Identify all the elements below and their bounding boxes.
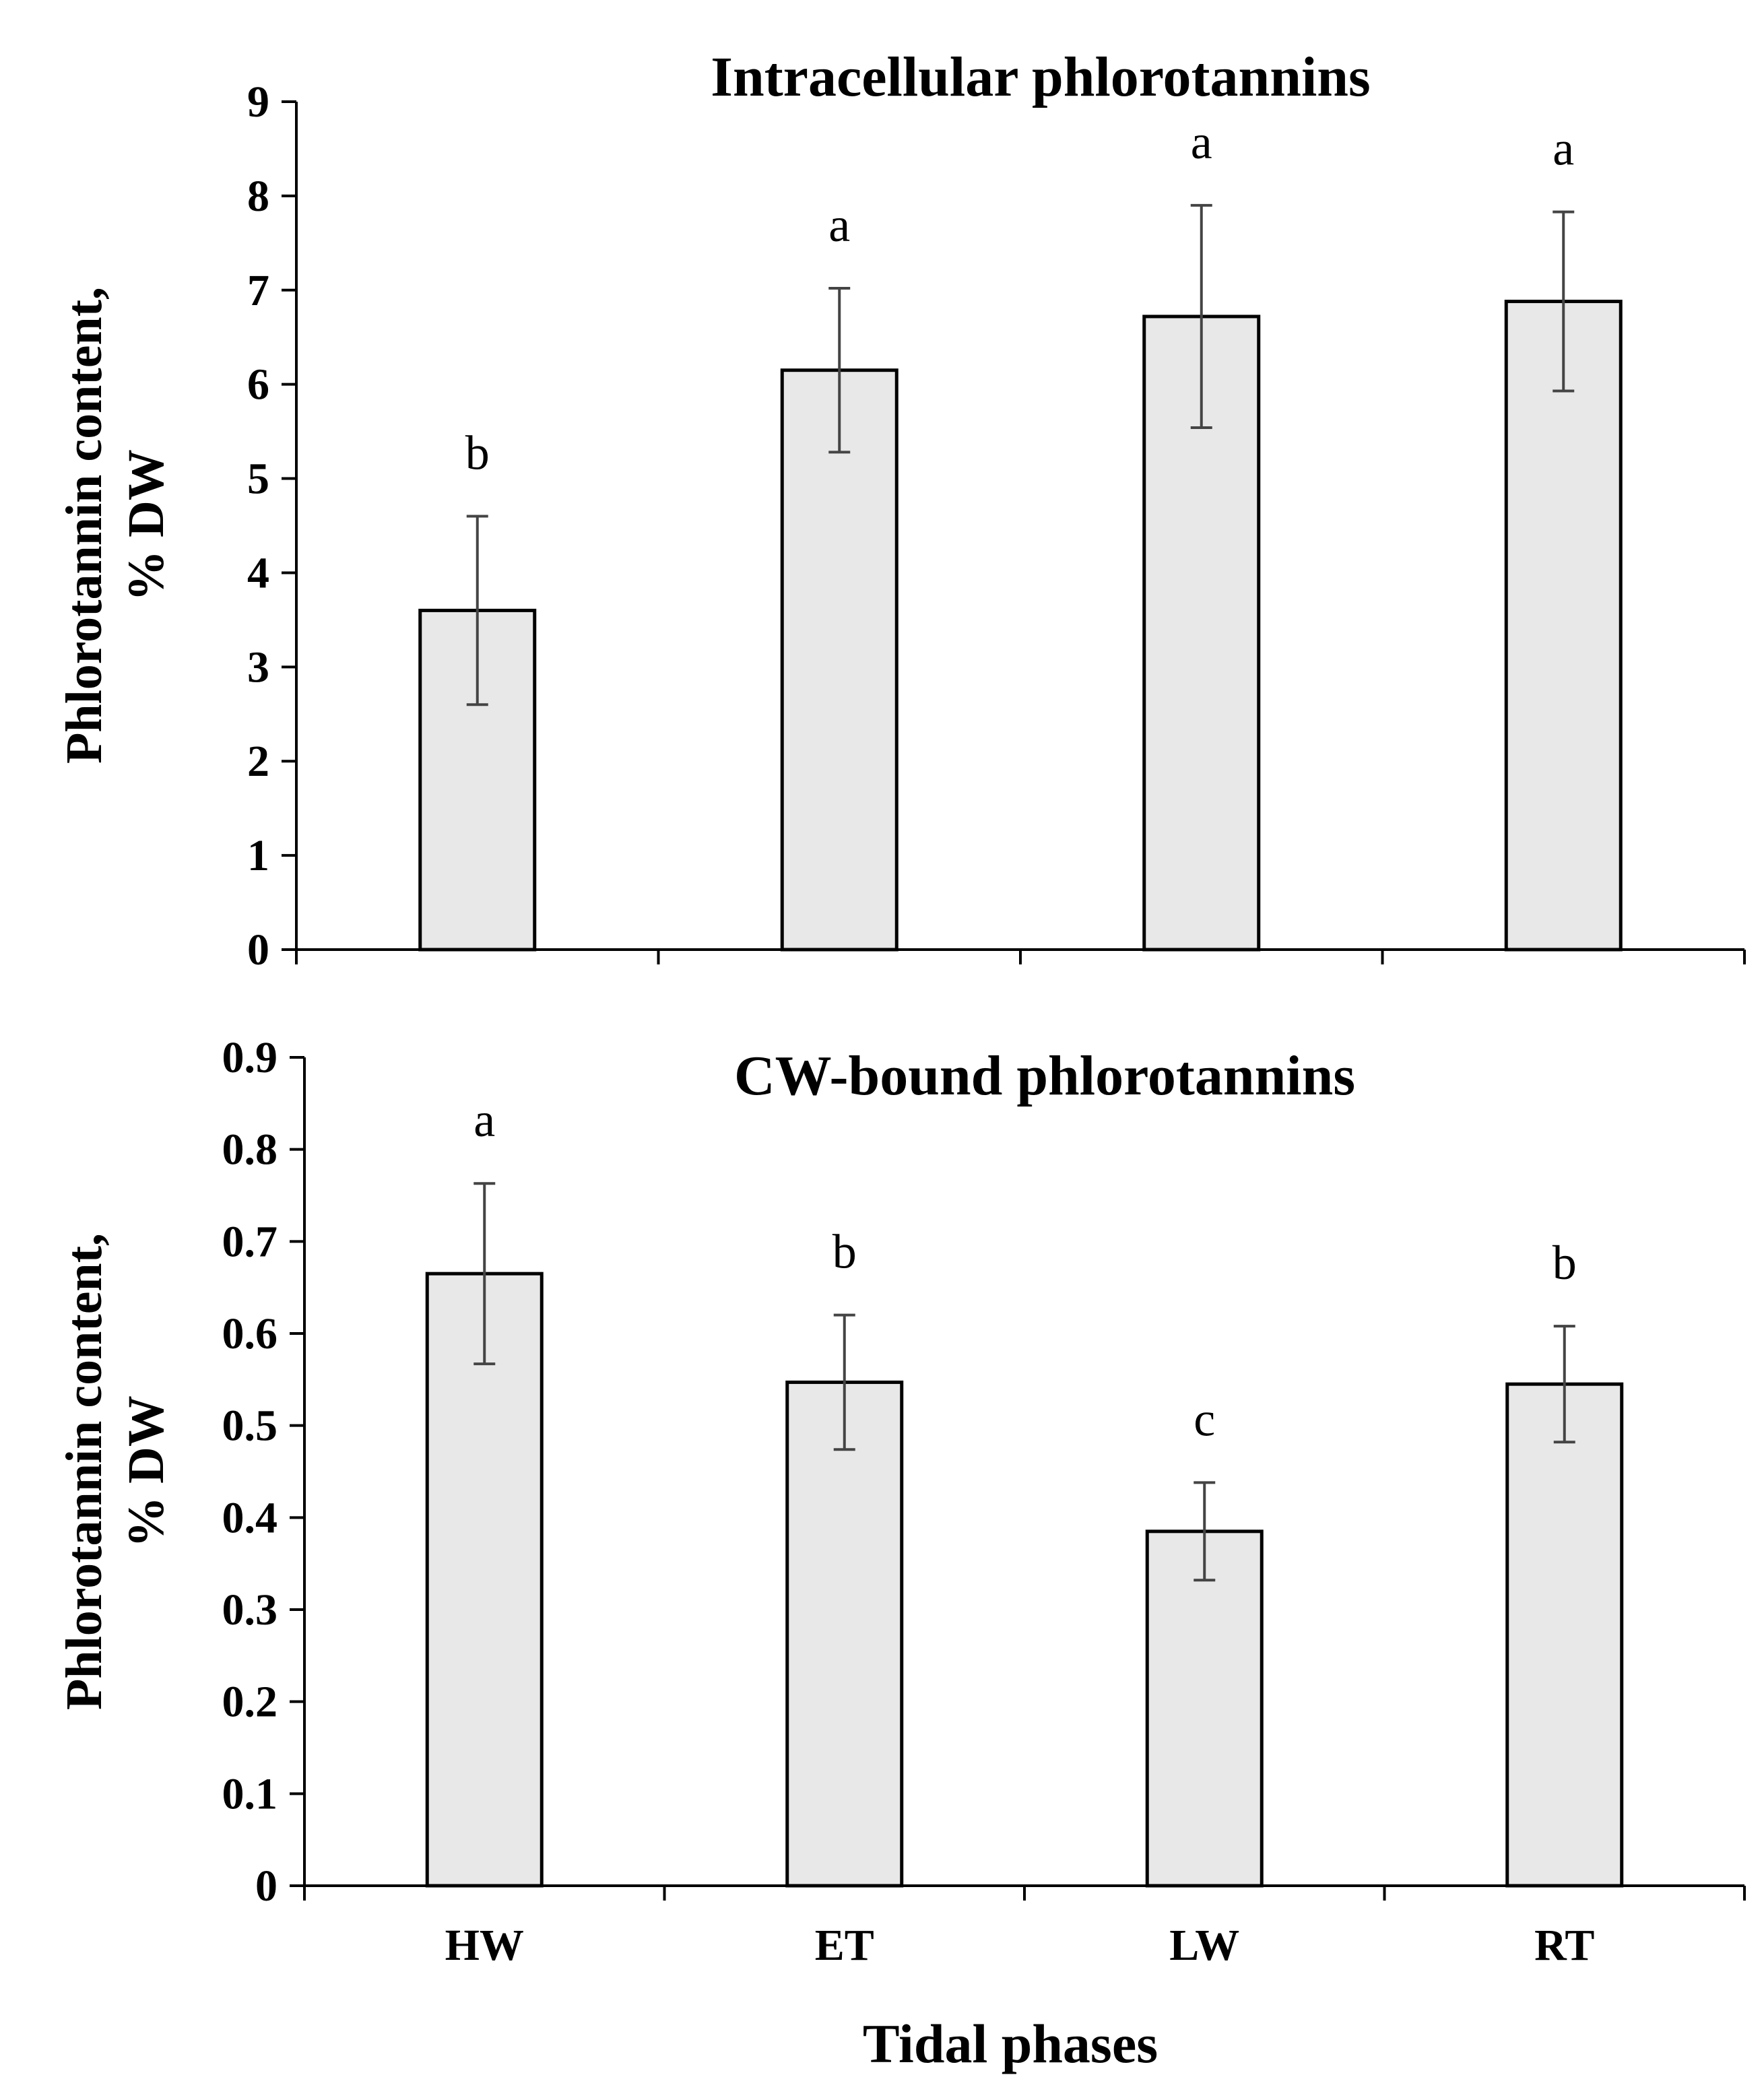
y-axis-label: Phlorotannin content,% DW <box>56 287 174 764</box>
x-category-label: LW <box>1169 1921 1239 1970</box>
y-tick-label: 0.6 <box>222 1309 278 1358</box>
x-axis-label: Tidal phases <box>863 2013 1158 2074</box>
y-tick-label: 6 <box>247 360 269 409</box>
bar-rt <box>1504 300 1623 952</box>
significance-letter: b <box>465 426 490 480</box>
y-tick-label: 2 <box>247 737 269 786</box>
bar-et <box>785 1380 904 1888</box>
y-axis-label-line1: Phlorotannin content, <box>56 287 112 764</box>
x-category-label: RT <box>1534 1921 1594 1970</box>
y-tick-label: 4 <box>247 548 269 597</box>
y-tick-label: 0.5 <box>222 1402 278 1451</box>
y-axis-label-line2: % DW <box>118 1395 174 1548</box>
x-category-label: ET <box>815 1921 874 1970</box>
y-tick-label: 0.9 <box>222 1033 278 1082</box>
y-tick-label: 1 <box>247 831 269 880</box>
panel-intracellular: Intracellular phlorotannins 0 1 2 3 4 5 6 7 8 9 b a a… <box>56 46 1746 975</box>
bar-lw <box>1145 1529 1264 1888</box>
y-tick-label: 5 <box>247 455 269 504</box>
y-tick-label: 0.3 <box>222 1585 278 1635</box>
significance-letter: b <box>1553 1236 1577 1290</box>
bar-hw <box>425 1272 544 1888</box>
y-tick-label: 8 <box>247 172 269 221</box>
panel-cw-bound: CW-bound phlorotannins 0 0.1 0.2 0.3 0.4 0.5 0.… <box>56 1033 1746 1970</box>
y-axis-label-line2: % DW <box>118 449 174 601</box>
y-axis-label-line1: Phlorotannin content, <box>56 1233 112 1710</box>
y-tick-label: 9 <box>247 77 269 127</box>
x-category-label: HW <box>445 1921 524 1970</box>
significance-letter: a <box>1191 115 1212 169</box>
significance-letter: b <box>832 1225 857 1279</box>
y-tick-label: 0 <box>247 925 269 975</box>
y-tick-label: 3 <box>247 642 269 692</box>
bar-et <box>780 368 899 952</box>
y-tick-label: 0.1 <box>222 1769 278 1818</box>
significance-letter: a <box>828 198 850 252</box>
y-tick-label: 0.2 <box>222 1678 278 1727</box>
y-tick-label: 0.8 <box>222 1125 278 1175</box>
chart-title: Intracellular phlorotannins <box>711 46 1370 108</box>
y-tick-label: 0.7 <box>222 1217 278 1266</box>
bar-rt <box>1505 1382 1624 1888</box>
y-axis-label: Phlorotannin content,% DW <box>56 1233 174 1710</box>
chart-title: CW-bound phlorotannins <box>734 1045 1355 1107</box>
y-tick-label: 0.4 <box>222 1493 278 1542</box>
significance-letter: c <box>1194 1392 1215 1446</box>
y-tick-label: 0 <box>255 1861 277 1911</box>
y-tick-label: 7 <box>247 266 269 315</box>
significance-letter: a <box>1553 122 1574 176</box>
significance-letter: a <box>473 1093 495 1147</box>
